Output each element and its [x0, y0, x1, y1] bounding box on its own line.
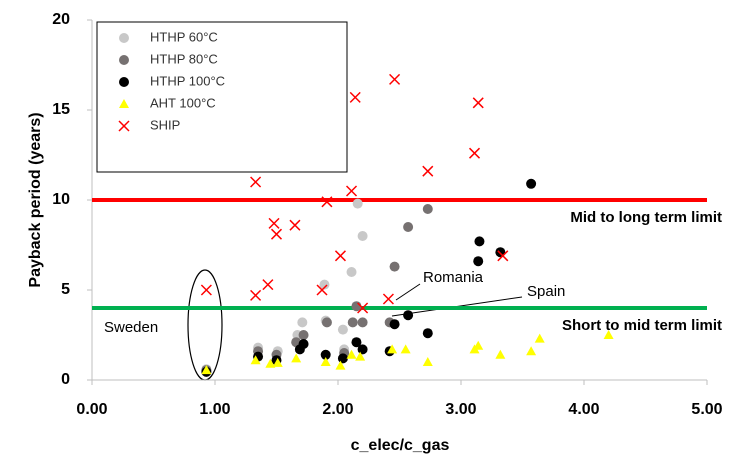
- annotation: Romania: [423, 269, 484, 286]
- marker-circle: [346, 267, 357, 277]
- marker-triangle: [272, 357, 283, 367]
- reference-label: Mid to long term limit: [570, 209, 722, 226]
- annotation: Spain: [527, 283, 565, 300]
- marker-triangle: [346, 349, 357, 359]
- marker-triangle: [265, 358, 276, 368]
- marker-circle: [119, 77, 129, 87]
- marker-x: [497, 250, 509, 262]
- marker-x: [382, 293, 394, 305]
- marker-circle: [357, 231, 368, 241]
- marker-x: [468, 147, 481, 159]
- marker-triangle: [335, 360, 346, 370]
- x-tick-label: 5.00: [691, 401, 722, 418]
- marker-x: [250, 289, 262, 301]
- y-tick-label: 10: [52, 191, 70, 208]
- y-tick-label: 15: [52, 101, 70, 118]
- x-tick-label: 1.00: [199, 401, 230, 418]
- marker-circle: [298, 330, 309, 340]
- marker-circle: [422, 328, 433, 339]
- marker-circle: [389, 319, 400, 330]
- legend-label: SHIP: [150, 117, 180, 132]
- marker-triangle: [422, 357, 433, 366]
- legend-label: HTHP 100°C: [150, 73, 225, 88]
- marker-circle: [474, 236, 485, 247]
- marker-triangle: [400, 344, 411, 354]
- marker-x: [349, 91, 361, 103]
- marker-x: [289, 219, 301, 231]
- legend-box: [96, 21, 348, 173]
- marker-circle: [119, 33, 129, 43]
- marker-x: [334, 250, 346, 262]
- annotation: Sweden: [104, 319, 158, 336]
- marker-triangle: [495, 349, 506, 359]
- marker-circle: [298, 339, 309, 349]
- marker-circle: [357, 344, 368, 355]
- x-tick-label: 4.00: [568, 401, 599, 418]
- marker-triangle: [473, 340, 484, 350]
- legend-label: HTHP 60°C: [150, 29, 218, 44]
- marker-triangle: [291, 353, 302, 363]
- marker-circle: [119, 55, 129, 65]
- marker-circle: [357, 317, 368, 328]
- marker-circle: [473, 256, 484, 267]
- y-tick-label: 20: [52, 11, 70, 28]
- marker-circle: [320, 349, 331, 360]
- marker-circle: [297, 317, 308, 328]
- marker-triangle: [250, 355, 261, 365]
- marker-circle: [321, 317, 332, 328]
- romania-leader: [395, 283, 421, 301]
- marker-circle: [337, 324, 348, 335]
- marker-x: [389, 73, 401, 85]
- marker-x: [268, 217, 280, 229]
- marker-circle: [403, 310, 414, 321]
- marker-x: [321, 196, 333, 208]
- marker-x: [262, 279, 274, 291]
- x-tick-label: 0.00: [76, 401, 107, 418]
- marker-triangle: [603, 330, 614, 339]
- y-tick-label: 0: [61, 371, 70, 388]
- marker-x: [422, 165, 434, 177]
- marker-x: [472, 97, 484, 109]
- marker-triangle: [320, 357, 331, 366]
- marker-triangle: [387, 344, 398, 354]
- marker-triangle: [526, 346, 537, 356]
- marker-x: [200, 284, 212, 296]
- marker-x: [357, 302, 369, 314]
- marker-circle: [347, 317, 358, 328]
- marker-circle: [403, 222, 414, 232]
- y-tick-label: 5: [61, 281, 70, 298]
- marker-x: [270, 228, 283, 240]
- x-axis-title: c_elec/c_gas: [351, 437, 450, 454]
- y-axis-title: Payback period (years): [27, 112, 44, 287]
- marker-circle: [337, 353, 348, 364]
- marker-triangle: [534, 333, 545, 343]
- sweden-ellipse: [187, 269, 223, 381]
- marker-circle: [319, 279, 330, 290]
- legend-label: AHT 100°C: [150, 95, 216, 110]
- marker-x: [250, 176, 262, 188]
- marker-circle: [352, 198, 363, 209]
- marker-circle: [526, 178, 537, 189]
- marker-x: [316, 284, 328, 296]
- legend-label: HTHP 80°C: [150, 51, 218, 66]
- marker-triangle: [119, 99, 129, 108]
- marker-circle: [351, 337, 362, 348]
- marker-circle: [389, 261, 400, 272]
- x-tick-label: 3.00: [445, 401, 476, 418]
- marker-triangle: [355, 351, 366, 361]
- reference-label: Short to mid term limit: [562, 317, 722, 334]
- marker-triangle: [201, 365, 212, 375]
- marker-circle: [422, 204, 433, 214]
- x-tick-label: 2.00: [322, 401, 353, 418]
- marker-x: [118, 120, 130, 132]
- marker-x: [345, 185, 358, 197]
